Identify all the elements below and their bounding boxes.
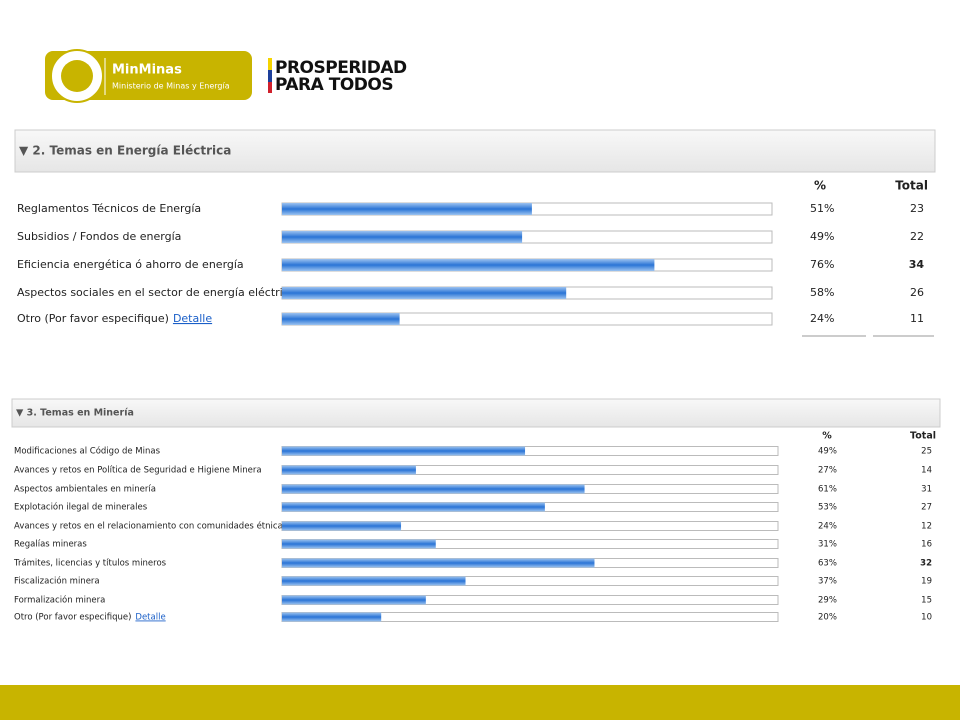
total: 10 bbox=[921, 613, 932, 623]
total: 26 bbox=[910, 286, 924, 299]
row-label: Aspectos ambientales en minería bbox=[14, 485, 156, 495]
total: 22 bbox=[910, 230, 924, 243]
row-label: Reglamentos Técnicos de Energía bbox=[17, 202, 201, 215]
footer-band bbox=[0, 685, 960, 720]
detail-link[interactable]: Detalle bbox=[135, 613, 165, 623]
flag-blue bbox=[268, 70, 272, 82]
total: 34 bbox=[909, 258, 925, 271]
bar bbox=[282, 502, 545, 512]
slogan-2: PARA TODOS bbox=[275, 75, 393, 95]
percent-label: 24% bbox=[810, 312, 834, 325]
total: 27 bbox=[921, 503, 932, 513]
row-label: Avances y retos en Política de Seguridad… bbox=[14, 466, 262, 476]
total: 16 bbox=[921, 540, 932, 550]
total: 32 bbox=[920, 559, 932, 569]
percent-label: 29% bbox=[818, 596, 837, 606]
percent-label: 61% bbox=[818, 485, 837, 495]
emblem-inner bbox=[61, 60, 93, 92]
percent-label: 24% bbox=[818, 522, 837, 532]
slogan-1: PROSPERIDAD bbox=[275, 58, 407, 78]
total: 19 bbox=[921, 577, 932, 587]
section-header bbox=[14, 129, 936, 173]
bar bbox=[282, 612, 382, 622]
bar bbox=[282, 595, 426, 605]
percent-label: 58% bbox=[810, 286, 834, 299]
bar bbox=[282, 539, 436, 549]
bar bbox=[282, 287, 567, 299]
bar bbox=[282, 558, 595, 568]
percent-label: 31% bbox=[818, 540, 837, 550]
bar bbox=[282, 203, 532, 215]
bar bbox=[282, 576, 466, 586]
row-label: Avances y retos en el relacionamiento co… bbox=[14, 521, 288, 532]
bar bbox=[282, 446, 526, 456]
section-title: ▼ 2. Temas en Energía Eléctrica bbox=[19, 144, 231, 158]
percent-label: 49% bbox=[810, 230, 834, 243]
row-label: Trámites, licencias y títulos mineros bbox=[13, 559, 167, 569]
row-label: Aspectos sociales en el sector de energí… bbox=[17, 286, 296, 299]
percent-label: 37% bbox=[818, 577, 837, 587]
total: 23 bbox=[910, 202, 924, 215]
flag-red bbox=[268, 82, 272, 93]
ministry-short: MinMinas bbox=[112, 63, 182, 78]
bar bbox=[282, 259, 655, 271]
section-title: ▼ 3. Temas en Minería bbox=[16, 408, 134, 419]
section-header bbox=[11, 398, 941, 428]
percent-label: 49% bbox=[818, 447, 837, 457]
percent-label: 63% bbox=[818, 559, 837, 569]
col-total: Total bbox=[910, 431, 936, 442]
row-label: Formalización minera bbox=[14, 595, 105, 606]
bar bbox=[282, 313, 400, 325]
total: 11 bbox=[910, 312, 924, 325]
flag-yellow bbox=[268, 58, 272, 70]
bar bbox=[282, 484, 585, 494]
total: 31 bbox=[921, 485, 932, 495]
col-total: Total bbox=[895, 179, 928, 193]
detail-link[interactable]: Detalle bbox=[173, 312, 212, 325]
percent-label: 53% bbox=[818, 503, 837, 513]
row-label: Explotación ilegal de minerales bbox=[14, 502, 148, 513]
total: 15 bbox=[921, 596, 932, 606]
row-label: Eficiencia energética ó ahorro de energí… bbox=[17, 258, 244, 271]
col-percent: % bbox=[814, 179, 826, 193]
percent-label: 27% bbox=[818, 466, 837, 476]
row-label: Fiscalización minera bbox=[14, 576, 100, 587]
percent-label: 20% bbox=[818, 613, 837, 623]
percent-label: 76% bbox=[810, 258, 834, 271]
bar bbox=[282, 521, 402, 531]
col-percent: % bbox=[822, 431, 832, 442]
ministry-full: Ministerio de Minas y Energía bbox=[112, 82, 230, 91]
total: 12 bbox=[921, 522, 932, 532]
row-label: Subsidios / Fondos de energía bbox=[17, 230, 181, 243]
row-label: Regalías mineras bbox=[14, 540, 87, 550]
row-label: Otro (Por favor especifique) bbox=[17, 312, 169, 325]
row-label: Otro (Por favor especifique) bbox=[14, 613, 131, 623]
bar bbox=[282, 231, 523, 243]
total: 25 bbox=[921, 447, 932, 457]
percent-label: 51% bbox=[810, 202, 834, 215]
total: 14 bbox=[921, 466, 932, 476]
bar bbox=[282, 465, 416, 475]
row-label: Modificaciones al Código de Minas bbox=[14, 446, 161, 457]
